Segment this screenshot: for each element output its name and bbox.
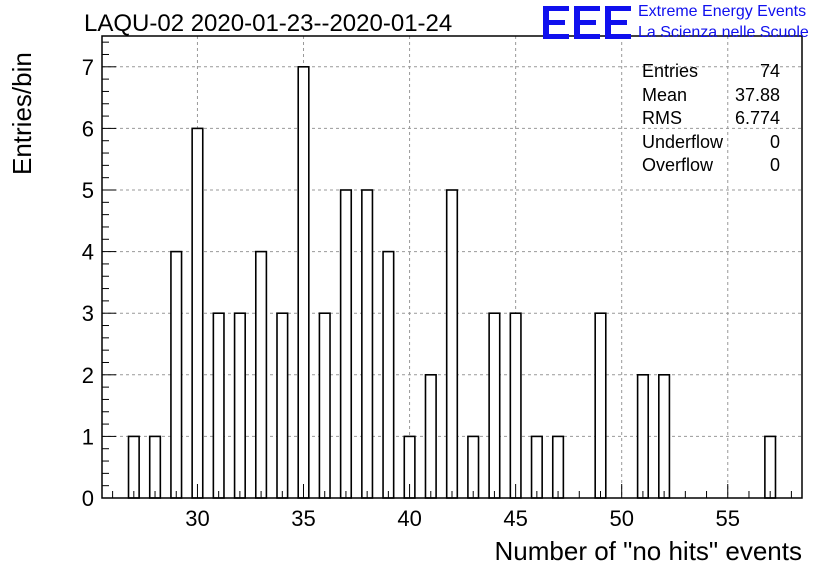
x-tick-label: 35 — [291, 506, 315, 531]
histogram-bar — [276, 312, 289, 499]
chart-title: LAQU-02 2020-01-23--2020-01-24 — [84, 10, 453, 37]
histogram-bar — [424, 373, 437, 499]
histogram-bar — [530, 435, 543, 499]
x-tick-label: 50 — [609, 506, 633, 531]
axis-ticks — [102, 41, 792, 499]
y-tick-label: 3 — [82, 301, 94, 326]
histogram-bar — [509, 312, 522, 499]
histogram-bar — [339, 189, 353, 499]
stats-row-underflow: Underflow 0 — [642, 131, 780, 155]
logo-line-2: La Scienza nelle Scuole — [638, 24, 809, 41]
y-tick-label: 2 — [82, 363, 94, 388]
stats-label: RMS — [642, 108, 682, 128]
histogram-bar — [191, 127, 204, 499]
histogram-bar — [297, 66, 310, 499]
stats-row-overflow: Overflow 0 — [642, 154, 780, 178]
histogram-bar — [233, 312, 246, 499]
eee-logo — [543, 6, 631, 39]
stats-value: 6.774 — [734, 108, 780, 128]
histogram-bar — [658, 373, 671, 499]
histogram-bars — [127, 66, 777, 499]
x-tick-label: 45 — [503, 506, 527, 531]
histogram-bar — [361, 189, 374, 499]
stats-label: Entries — [642, 61, 699, 81]
y-axis-label: Entries/bin — [7, 52, 37, 175]
histogram-bar — [445, 189, 459, 499]
stats-label: Mean — [642, 84, 688, 105]
stats-value: 0 — [769, 155, 780, 175]
stats-label: Overflow — [642, 155, 714, 175]
histogram-bar — [551, 435, 565, 499]
y-tick-label: 4 — [82, 240, 94, 265]
histogram-bar — [148, 435, 162, 499]
histogram-bar — [488, 312, 501, 499]
histogram-bar — [764, 435, 777, 499]
y-tick-label: 5 — [82, 178, 94, 203]
histogram-bar — [254, 250, 268, 499]
stats-row-mean: Mean 37.88 — [642, 84, 780, 108]
histogram-bar — [467, 435, 480, 499]
plot-frame — [101, 35, 803, 499]
y-tick-label: 6 — [82, 116, 94, 141]
histogram-bar — [382, 250, 395, 499]
y-tick-label: 1 — [82, 424, 94, 449]
histogram-bar — [212, 312, 225, 499]
stats-value: 74 — [759, 61, 780, 81]
histogram-bar — [636, 373, 650, 499]
stats-value: 37.88 — [734, 84, 780, 105]
x-tick-label: 30 — [185, 506, 209, 531]
histogram-bar — [170, 250, 183, 499]
stats-box: Entries 74 Mean 37.88 RMS 6.774 Underflow 0 … — [642, 60, 780, 178]
y-tick-label: 0 — [82, 486, 94, 511]
stats-row-rms: RMS 6.774 — [642, 107, 780, 131]
stats-row-entries: Entries 74 — [642, 60, 780, 84]
stats-label: Underflow — [642, 131, 724, 152]
x-tick-label: 55 — [716, 506, 740, 531]
logo-line-1: Extreme Energy Events — [638, 3, 807, 20]
histogram-bar — [594, 312, 607, 499]
stats-value: 0 — [769, 131, 780, 152]
histogram-bar — [127, 435, 140, 499]
y-tick-label: 7 — [82, 55, 94, 80]
histogram-bar — [318, 312, 331, 499]
x-tick-label: 40 — [397, 506, 421, 531]
x-axis-label: Number of "no hits" events — [494, 536, 803, 566]
